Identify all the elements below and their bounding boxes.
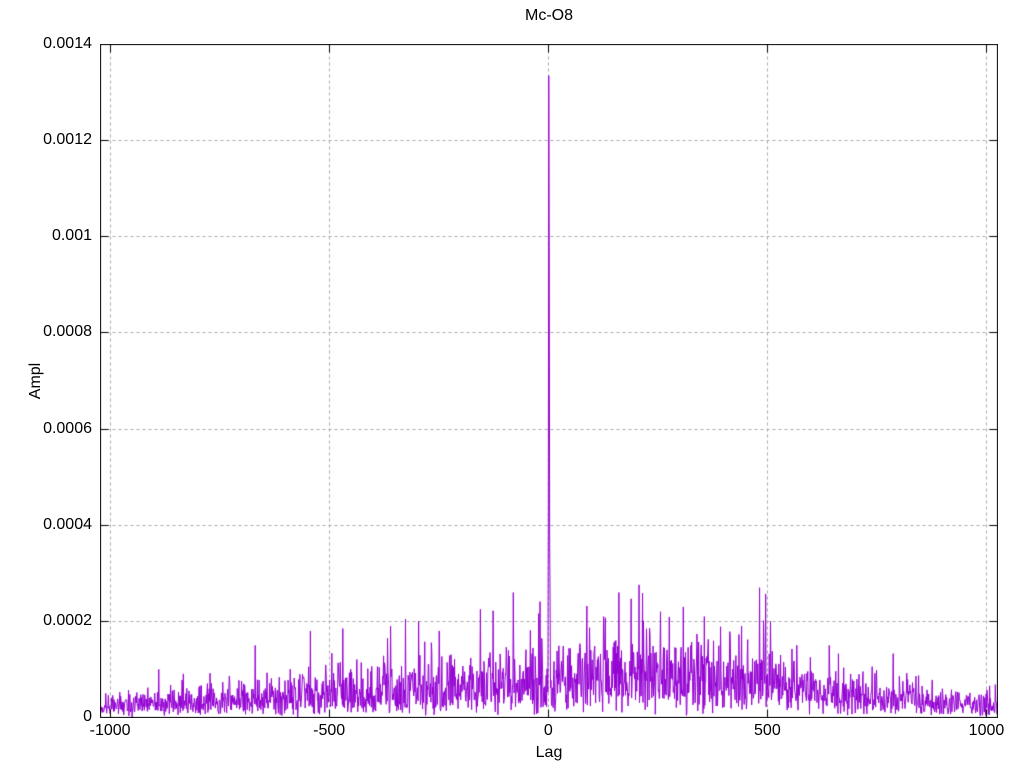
y-tick-label: 0.001 xyxy=(51,227,92,245)
x-tick-label: 0 xyxy=(543,722,553,739)
x-axis-label: Lag xyxy=(535,744,563,761)
y-tick-label: 0.0006 xyxy=(43,419,92,437)
y-tick-label: 0.0012 xyxy=(43,131,92,149)
x-tick-label: 1000 xyxy=(968,722,1005,739)
y-tick-label: 0 xyxy=(83,708,92,725)
y-tick-label: 0.0014 xyxy=(43,35,92,52)
x-tick-label: 500 xyxy=(754,722,781,739)
y-tick-label: 0.0008 xyxy=(43,323,92,341)
x-tick-label: -1000 xyxy=(89,722,131,739)
y-axis-label-text: Ampl xyxy=(27,362,45,399)
y-tick-label: 0.0002 xyxy=(43,611,92,629)
x-tick-label: -500 xyxy=(313,722,346,739)
chart-title: Mc-O8 xyxy=(525,7,573,24)
plot-canvas xyxy=(100,44,998,718)
y-tick-label: 0.0004 xyxy=(43,515,92,533)
